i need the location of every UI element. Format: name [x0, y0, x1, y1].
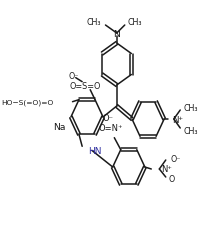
Text: Na: Na — [53, 123, 66, 132]
Text: CH₃: CH₃ — [183, 103, 198, 112]
Text: O=S=O: O=S=O — [70, 82, 101, 91]
Text: O⁻: O⁻ — [102, 114, 113, 123]
Text: O: O — [169, 175, 175, 184]
Text: HO−S(=O)=O: HO−S(=O)=O — [1, 99, 53, 106]
Text: HN: HN — [89, 146, 102, 155]
Text: CH₃: CH₃ — [183, 127, 198, 136]
Text: O=N⁺: O=N⁺ — [99, 124, 123, 133]
Text: N⁺: N⁺ — [161, 165, 172, 174]
Text: N⁺: N⁺ — [172, 115, 183, 124]
Text: N: N — [113, 29, 120, 38]
Text: O⁻: O⁻ — [69, 72, 79, 81]
Text: CH₃: CH₃ — [128, 17, 143, 26]
Text: CH₃: CH₃ — [86, 17, 101, 26]
Text: O⁻: O⁻ — [171, 154, 181, 163]
